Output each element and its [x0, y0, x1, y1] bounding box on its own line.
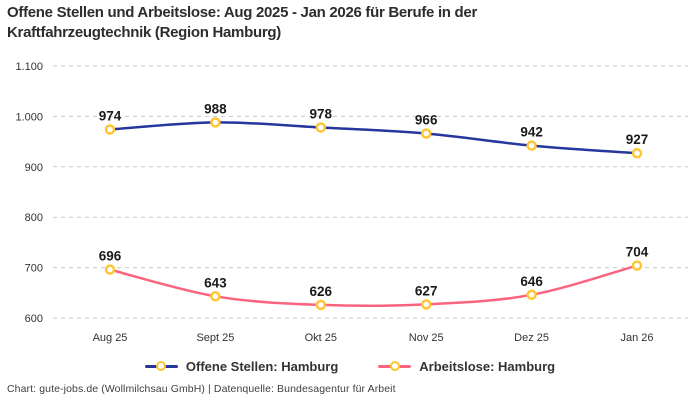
- legend-dot-icon: [156, 361, 167, 371]
- data-point-label: 988: [204, 101, 227, 116]
- data-point-label: 978: [310, 106, 333, 121]
- legend-item-offene-stellen[interactable]: Offene Stellen: Hamburg: [144, 358, 339, 374]
- data-point-label: 927: [626, 132, 649, 147]
- data-point-marker: [315, 299, 326, 311]
- data-point-marker: [210, 291, 221, 302]
- data-point-marker: [631, 260, 643, 271]
- data-point-marker: [104, 124, 116, 135]
- legend-line-marker-icon: [144, 360, 178, 373]
- legend-label-arbeitslose: Arbeitslose: Hamburg: [419, 358, 556, 374]
- data-point-marker: [210, 117, 221, 128]
- data-point-marker: [631, 147, 643, 159]
- series-line: [108, 121, 639, 155]
- legend-label-offene-stellen: Offene Stellen: Hamburg: [185, 358, 339, 374]
- series-line: [108, 264, 639, 308]
- data-point-label: 646: [520, 274, 543, 289]
- chart-footer: Chart: gute-jobs.de (Wollmilchsau GmbH) …: [7, 383, 396, 395]
- y-tick-label: 800: [25, 212, 43, 224]
- y-tick-label: 1.000: [15, 111, 43, 123]
- data-point-label: 643: [204, 275, 227, 290]
- data-point-marker: [421, 299, 432, 310]
- x-tick-label: Aug 25: [93, 332, 128, 344]
- y-tick-label: 1.100: [15, 61, 43, 73]
- data-point-label: 696: [99, 249, 122, 264]
- x-tick-label: Dez 25: [514, 332, 549, 344]
- data-point-marker: [315, 122, 326, 133]
- data-point-label: 974: [99, 109, 122, 124]
- data-point-marker: [104, 264, 116, 275]
- data-point-label: 704: [626, 245, 649, 260]
- x-tick-label: Sept 25: [196, 332, 234, 344]
- chart-title: Offene Stellen und Arbeitslose: Aug 2025…: [7, 4, 477, 41]
- line-chart: 600 700 800 900 1.000 1.100 Aug 25 Sept 25 Okt 2…: [15, 61, 688, 344]
- x-tick-label: Okt 25: [305, 332, 337, 344]
- data-point-label: 966: [415, 113, 438, 128]
- x-tick-label: Nov 25: [409, 332, 444, 344]
- y-tick-label: 900: [25, 162, 43, 174]
- x-tick-label: Jan 26: [620, 332, 653, 344]
- y-tick-label: 700: [25, 263, 43, 275]
- legend-dot-icon: [389, 361, 400, 371]
- legend: Offene Stellen: Hamburg Arbeitslose: Ham…: [0, 355, 700, 377]
- y-tick-label: 600: [25, 313, 43, 325]
- data-point-marker: [421, 128, 432, 139]
- data-point-marker: [526, 140, 537, 151]
- legend-item-arbeitslose[interactable]: Arbeitslose: Hamburg: [378, 359, 555, 374]
- legend-line-marker-icon: [378, 360, 412, 373]
- data-point-label: 627: [415, 283, 438, 298]
- data-point-label: 942: [520, 125, 543, 140]
- data-point-marker: [526, 289, 537, 301]
- data-point-label: 626: [310, 284, 333, 299]
